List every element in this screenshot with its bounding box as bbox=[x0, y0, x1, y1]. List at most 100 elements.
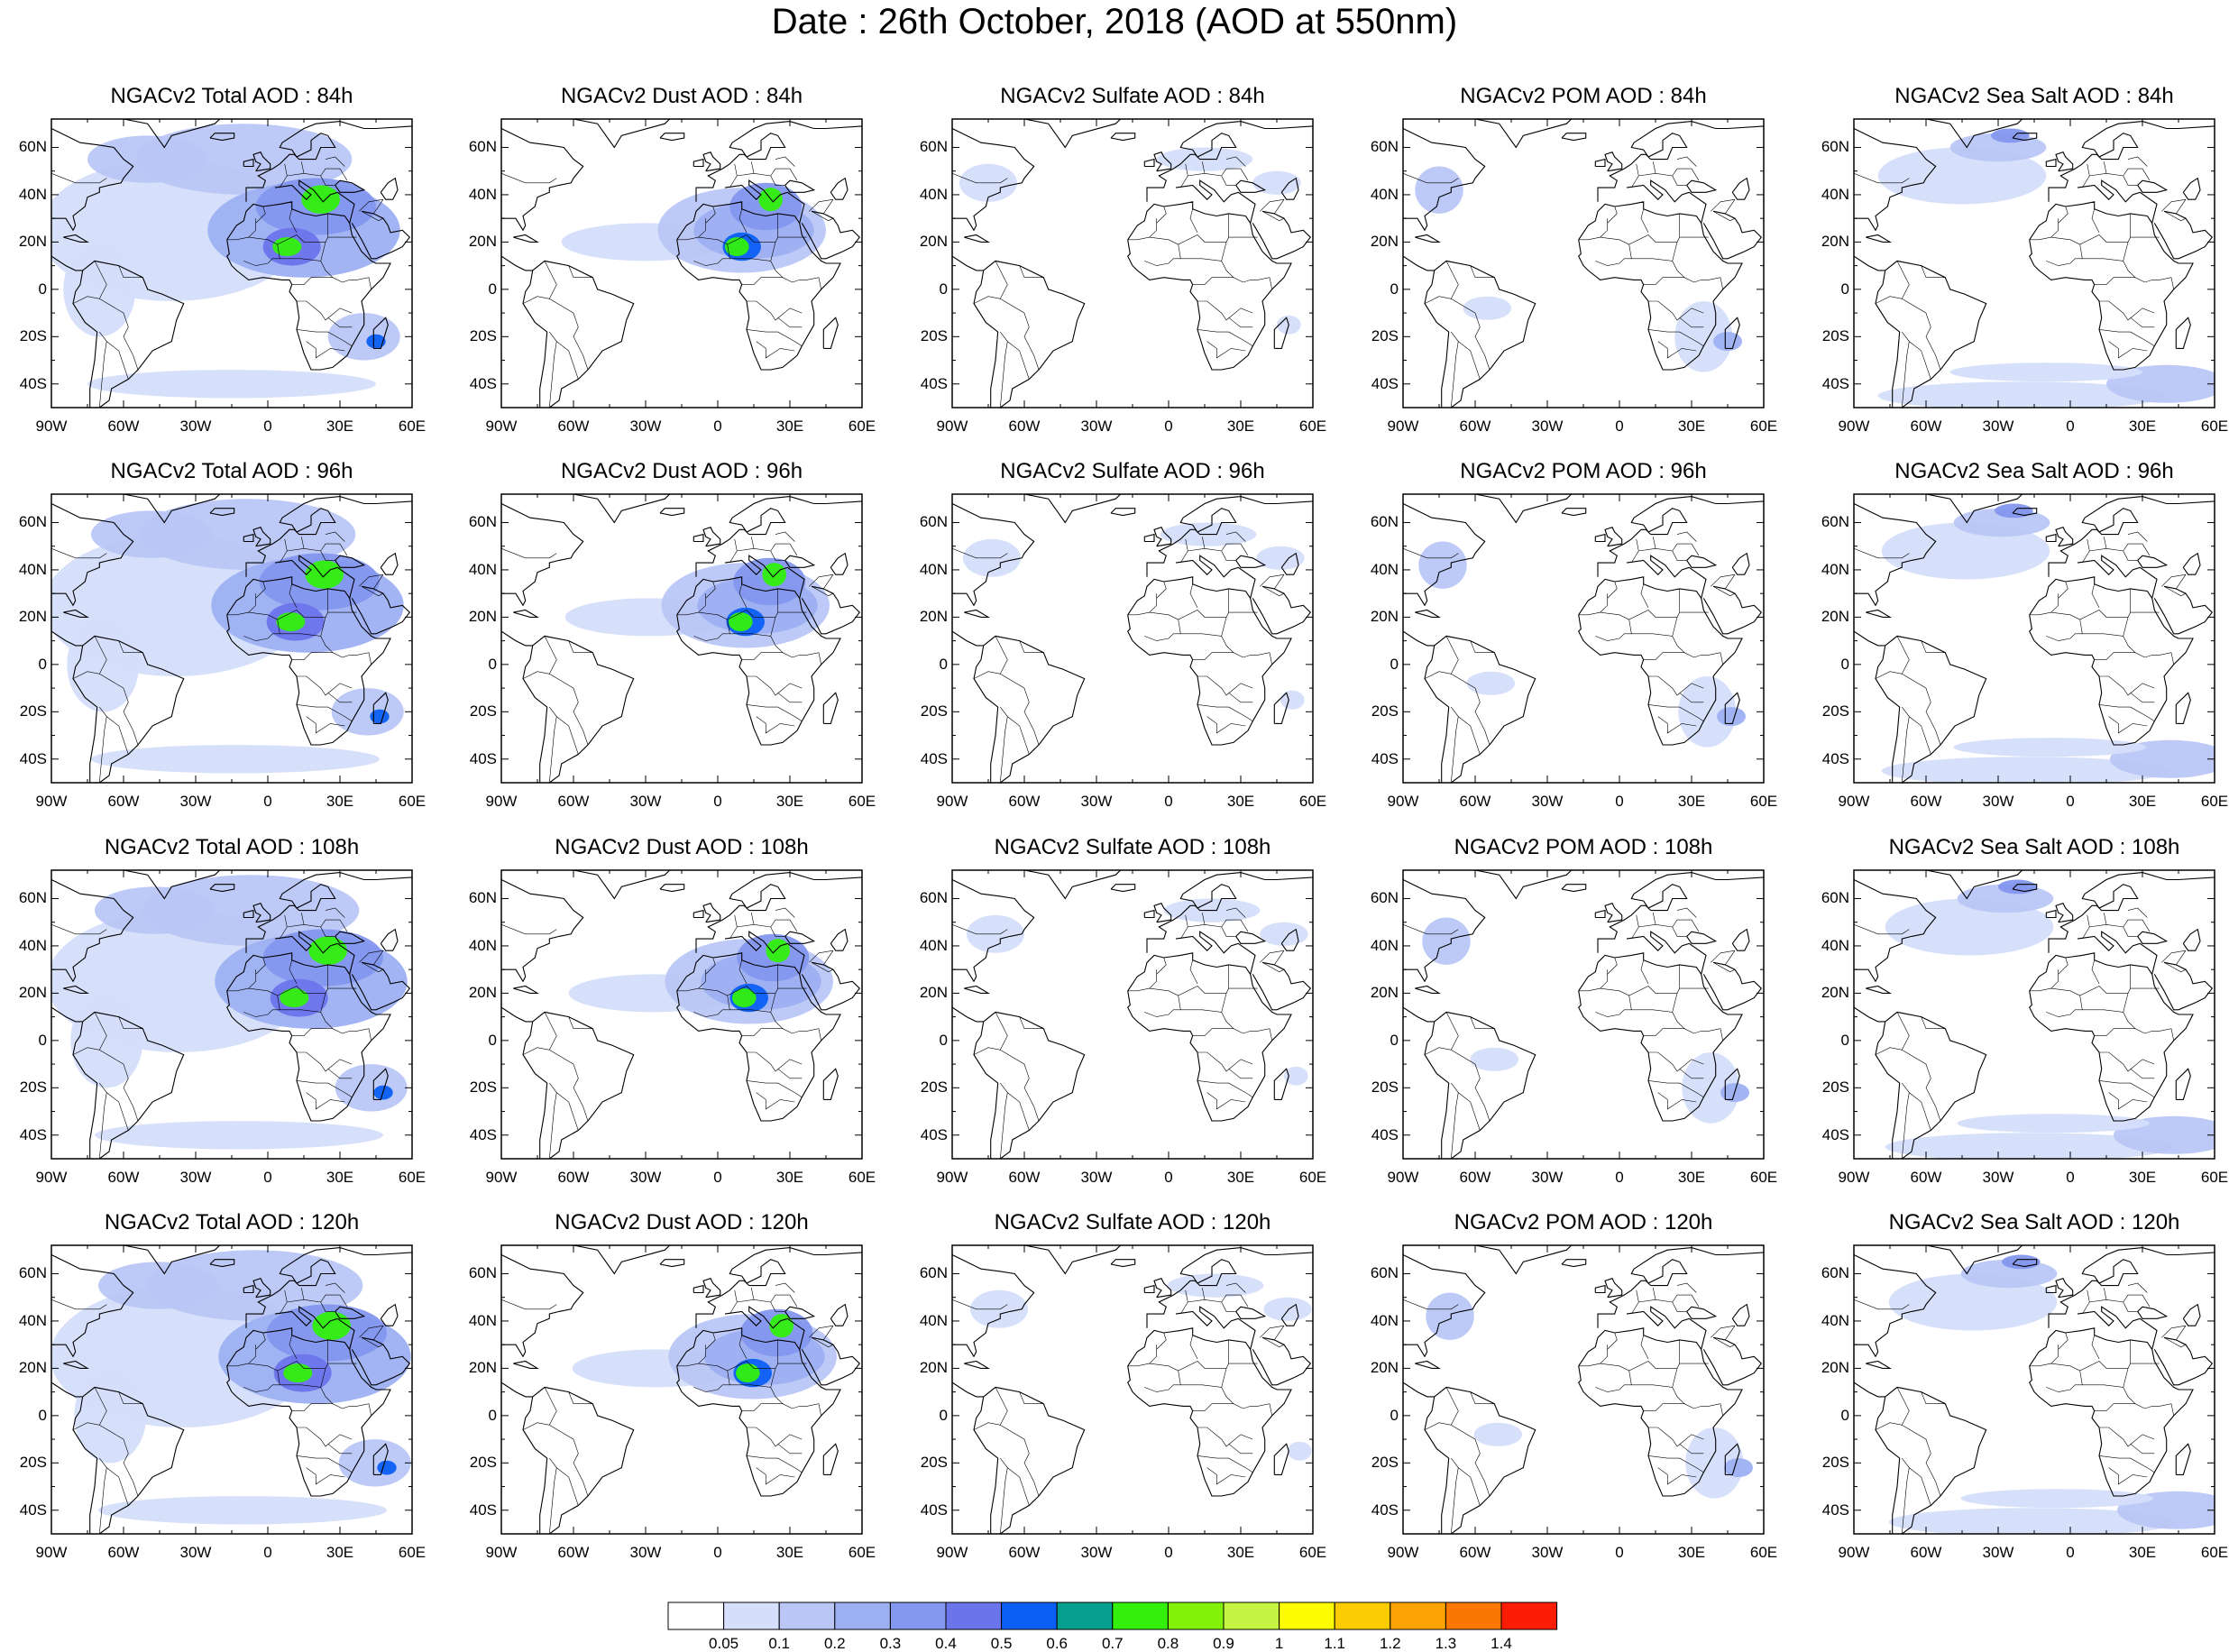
coastline bbox=[1702, 210, 1763, 260]
coastline bbox=[830, 552, 848, 575]
panel-title: NGACv2 Dust AOD : 120h bbox=[555, 1210, 809, 1234]
country-border bbox=[809, 950, 834, 963]
country-border bbox=[995, 1387, 1040, 1497]
coastline bbox=[372, 692, 389, 724]
latitude-label: 40N bbox=[18, 936, 47, 954]
coastline bbox=[2175, 1443, 2191, 1475]
coastline bbox=[1578, 1327, 1743, 1497]
country-border bbox=[522, 1422, 550, 1430]
country-border bbox=[2029, 218, 2059, 241]
country-border bbox=[2108, 341, 2148, 359]
country-border bbox=[342, 1403, 372, 1416]
longitude-label: 90W bbox=[1838, 793, 1870, 810]
aod-plume bbox=[366, 334, 386, 349]
coastline bbox=[1626, 179, 1707, 224]
coastline bbox=[952, 128, 1035, 232]
country-border bbox=[1127, 218, 1157, 241]
country-border bbox=[952, 173, 1008, 184]
colorbar-tick-label: 0.05 bbox=[709, 1635, 739, 1652]
coastline bbox=[964, 234, 991, 243]
longitude-label: 0 bbox=[2066, 793, 2075, 810]
country-border bbox=[2079, 617, 2129, 637]
coastline bbox=[51, 1254, 134, 1358]
coastline bbox=[335, 179, 366, 193]
country-border bbox=[549, 331, 579, 380]
coastline bbox=[1403, 879, 1486, 983]
country-border bbox=[2087, 1289, 2090, 1303]
coastline bbox=[252, 151, 271, 172]
longitude-label: 60W bbox=[557, 793, 590, 810]
country-border bbox=[1653, 537, 1656, 549]
coastline bbox=[51, 1381, 83, 1398]
coastline bbox=[2153, 961, 2214, 1011]
country-border bbox=[1631, 172, 1687, 188]
country-border bbox=[243, 633, 280, 641]
longitude-label: 0 bbox=[263, 1544, 272, 1561]
coastline bbox=[1146, 121, 1313, 202]
aod-plume bbox=[1713, 332, 1742, 352]
coastline bbox=[1561, 884, 1587, 893]
coastline bbox=[1578, 576, 1743, 746]
country-border bbox=[255, 581, 266, 599]
country-border bbox=[2108, 1467, 2148, 1485]
coastline bbox=[1597, 1247, 1764, 1328]
coastline bbox=[1153, 151, 1172, 172]
panel-title: NGACv2 Dust AOD : 108h bbox=[555, 835, 809, 859]
country-border bbox=[301, 913, 305, 925]
country-border bbox=[99, 706, 129, 755]
aod-plume bbox=[1995, 503, 2033, 519]
longitude-label: 30E bbox=[1677, 418, 1706, 435]
country-border bbox=[770, 168, 798, 181]
country-border bbox=[1902, 1092, 1910, 1159]
aod-plume bbox=[1724, 1458, 1753, 1478]
country-border bbox=[2144, 1028, 2174, 1041]
country-border bbox=[2082, 547, 2138, 564]
coastline bbox=[784, 179, 816, 193]
coastline bbox=[695, 1247, 862, 1328]
longitude-label: 0 bbox=[1164, 1544, 1173, 1561]
latitude-label: 60N bbox=[919, 889, 948, 907]
longitude-label: 30E bbox=[326, 793, 354, 810]
country-border bbox=[729, 172, 785, 188]
coastline bbox=[724, 1306, 805, 1350]
coastline bbox=[2137, 555, 2169, 568]
coastline bbox=[1724, 317, 1740, 349]
country-border bbox=[306, 716, 345, 734]
country-border bbox=[738, 583, 748, 609]
country-border bbox=[2123, 168, 2151, 181]
country-border bbox=[1595, 633, 1632, 641]
colorbar-swatch bbox=[778, 1602, 836, 1630]
coastline bbox=[274, 179, 355, 224]
latitude-label: 0 bbox=[38, 655, 47, 673]
country-border bbox=[1261, 211, 1285, 222]
coastline bbox=[702, 151, 721, 172]
latitude-label: 20N bbox=[1370, 984, 1399, 1002]
coastline bbox=[243, 533, 254, 543]
country-border bbox=[792, 277, 821, 289]
country-border bbox=[1144, 1009, 1181, 1017]
country-border bbox=[823, 199, 834, 215]
country-border bbox=[1578, 218, 1608, 241]
country-border bbox=[1202, 1288, 1206, 1300]
coastline bbox=[1731, 552, 1750, 575]
coastline bbox=[973, 1386, 1086, 1534]
latitude-label: 20S bbox=[19, 702, 47, 720]
country-border bbox=[1019, 640, 1044, 653]
coastline bbox=[1894, 119, 2023, 149]
latitude-label: 0 bbox=[488, 280, 497, 298]
country-border bbox=[325, 156, 345, 167]
longitude-label: 90W bbox=[936, 1544, 968, 1561]
coastline bbox=[72, 635, 185, 783]
latitude-label: 0 bbox=[1840, 655, 1849, 673]
latitude-label: 40N bbox=[1370, 1311, 1399, 1329]
coastline bbox=[822, 317, 839, 349]
country-border bbox=[2123, 636, 2136, 653]
coastline bbox=[695, 872, 862, 953]
aod-plume bbox=[1957, 1114, 2150, 1133]
coastline bbox=[2012, 884, 2038, 893]
longitude-label: 30W bbox=[629, 418, 662, 435]
country-border bbox=[549, 1457, 579, 1506]
aod-map bbox=[500, 493, 863, 784]
country-border bbox=[746, 1455, 803, 1473]
country-border bbox=[1902, 706, 1931, 755]
